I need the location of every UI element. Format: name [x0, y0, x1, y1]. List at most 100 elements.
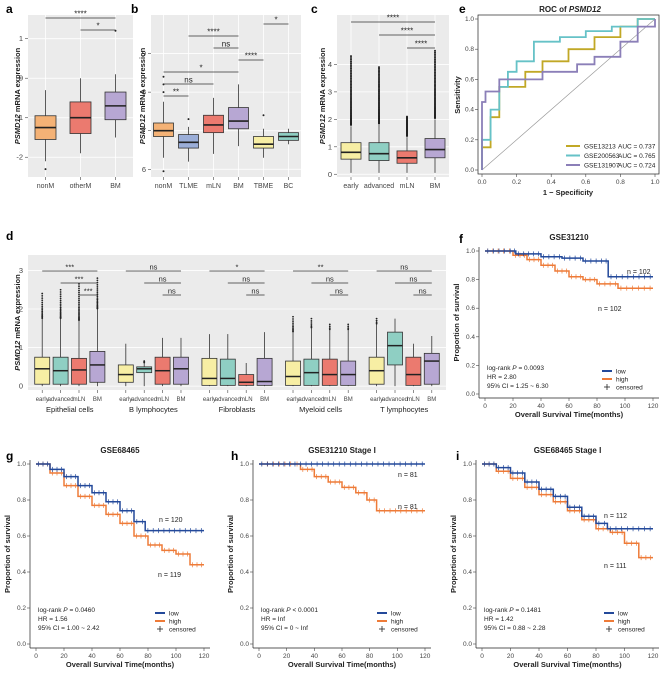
outlier-point: [434, 83, 436, 86]
n-high-label: n = 102: [598, 306, 622, 313]
group-label: Fibroblasts: [219, 405, 256, 414]
outlier-point: [162, 170, 165, 173]
x-tick-label: BM: [344, 397, 353, 403]
x-tick-label: 80: [592, 653, 600, 660]
x-tick-label: 0.2: [512, 179, 521, 186]
outlier-point: [96, 290, 99, 292]
n-low-label: n = 81: [398, 472, 418, 479]
outlier-point: [378, 69, 380, 72]
confidence-interval-text: 95% CI = 1.00 ~ 2.42: [38, 625, 100, 632]
outlier-point: [350, 75, 352, 78]
y-tick-label: 0.6: [240, 533, 249, 540]
box-body: [321, 358, 338, 386]
outlier-point: [378, 72, 380, 75]
outlier-point: [292, 325, 294, 328]
y-tick-label: 0.2: [17, 605, 26, 612]
outlier-point: [350, 55, 352, 58]
km-curve-low-censor-marks: [487, 248, 651, 280]
y-tick-label: -1: [16, 113, 23, 122]
x-tick-label: 80: [366, 653, 374, 660]
ylabel-suffix: mRNA expression: [318, 47, 327, 114]
y-tick-label: 0.8: [463, 497, 472, 504]
outlier-point: [434, 53, 436, 56]
outlier-point: [434, 49, 436, 52]
y-tick-label: 0.8: [17, 497, 26, 504]
x-tick-label: 0.0: [477, 179, 486, 186]
y-tick-label: 7: [142, 126, 146, 135]
panel-label: b: [131, 2, 138, 16]
logrank-value: = 0.0460: [68, 607, 96, 614]
outlier-point: [143, 360, 146, 362]
outlier-point: [350, 72, 352, 75]
outlier-point: [434, 84, 436, 87]
box-body: [203, 114, 224, 134]
y-tick-label: 8: [142, 88, 146, 97]
outlier-point: [378, 76, 380, 79]
box-1: [368, 66, 390, 173]
legend-high-label: high: [391, 619, 404, 626]
outlier-point: [41, 299, 44, 302]
roc-curve-GSE200563: [481, 18, 655, 170]
y-tick-label: 0.6: [17, 533, 26, 540]
outlier-point: [350, 65, 352, 68]
y-tick-label: 2: [19, 305, 23, 314]
outlier-point: [96, 277, 99, 280]
x-tick-label: mLN: [400, 183, 415, 190]
panel-label: c: [311, 2, 318, 16]
outlier-point: [162, 91, 165, 94]
outlier-point: [59, 293, 62, 296]
x-tick-label: 40: [537, 403, 545, 410]
legend-high-label: high: [616, 377, 629, 384]
y-tick-label: 1.0: [463, 461, 472, 468]
y-axis-label: PSMD12 mRNA expression: [13, 274, 22, 371]
outlier-point: [310, 317, 313, 320]
group-label: T lymphocytes: [380, 405, 428, 414]
legend-series-name: GSE131907: [584, 163, 620, 170]
outlier-point: [434, 78, 436, 81]
outlier-point: [328, 325, 331, 328]
outlier-point: [96, 295, 99, 298]
outlier-point: [59, 308, 62, 311]
x-axis-label: Overall Survival Time(months): [513, 660, 622, 669]
outlier-point: [41, 311, 44, 314]
outlier-point: [350, 64, 352, 67]
y-tick-label: 1.0: [17, 461, 26, 468]
outlier-point: [41, 301, 44, 304]
outlier-point: [434, 76, 436, 79]
x-tick-label: nonM: [155, 183, 173, 190]
y-tick-label: 0.6: [463, 533, 472, 540]
significance-label: ns: [222, 40, 230, 49]
x-tick-label: mLN: [73, 397, 86, 403]
box-body: [89, 351, 106, 383]
x-tick-label: 40: [535, 653, 543, 660]
x-tick-label: 100: [171, 653, 182, 660]
x-tick-label: early: [343, 183, 359, 190]
outlier-point: [59, 288, 62, 291]
outlier-point: [350, 67, 352, 70]
legend-low-label: low: [618, 611, 628, 618]
km-curve-high: [36, 463, 204, 566]
outlier-point: [41, 314, 44, 317]
box-0: [153, 75, 174, 173]
ylabel-gene: PSMD12: [318, 113, 327, 144]
box-body: [178, 134, 199, 149]
outlier-point: [292, 324, 294, 326]
box-body: [228, 107, 249, 130]
x-tick-label: 100: [620, 403, 631, 410]
ylabel-gene: PSMD12: [13, 340, 22, 371]
outlier-point: [378, 70, 380, 73]
box-body: [424, 138, 446, 159]
n-low-label: n = 112: [604, 513, 627, 520]
logrank-prefix: log-rank: [484, 607, 509, 614]
y-tick-label: 1.0: [466, 248, 475, 255]
box-0: [340, 55, 362, 173]
significance-label: ns: [419, 287, 427, 296]
box-body: [238, 374, 255, 386]
x-tick-label: BM: [233, 183, 244, 190]
outlier-point: [59, 301, 62, 304]
outlier-point: [375, 317, 378, 320]
y-tick-label: 0: [19, 74, 23, 83]
outlier-point: [350, 69, 352, 72]
x-tick-label: BM: [176, 397, 185, 403]
